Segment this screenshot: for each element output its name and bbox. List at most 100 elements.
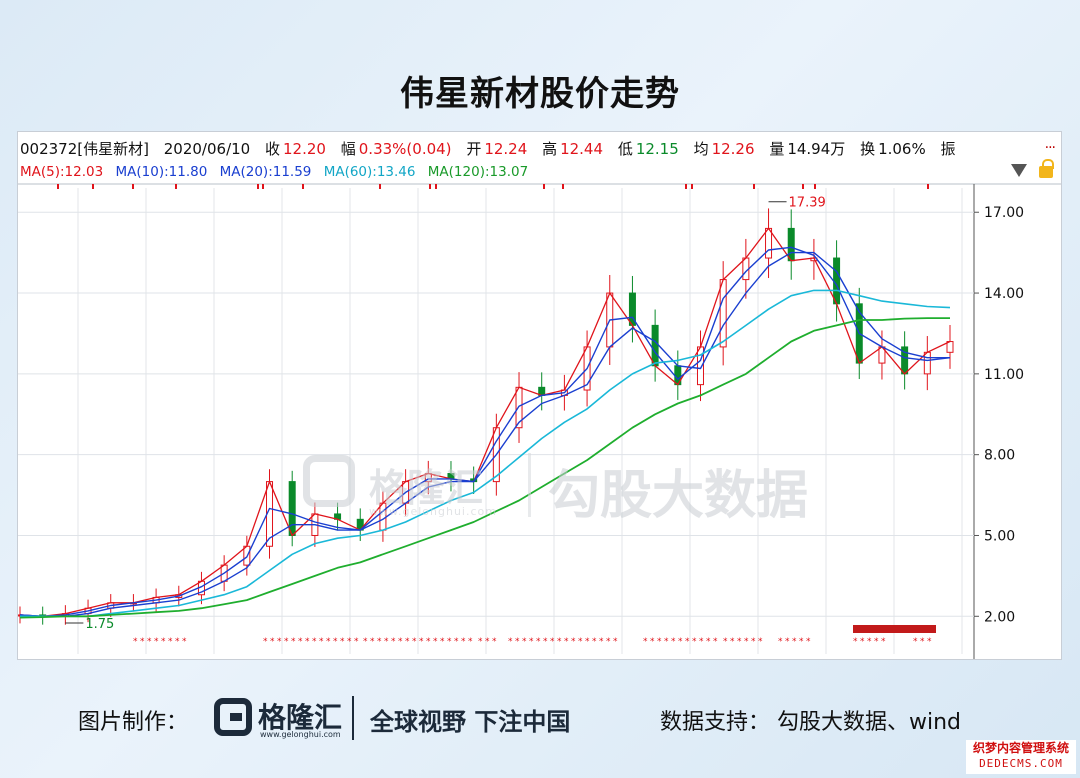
signal-star: * bbox=[133, 637, 138, 647]
signal-star: * bbox=[161, 637, 166, 647]
credit-label: 图片制作： bbox=[78, 710, 189, 735]
page-title: 伟星新材股价走势 bbox=[400, 74, 680, 114]
signal-star: * bbox=[564, 637, 569, 647]
signal-star: * bbox=[419, 637, 424, 647]
signal-star: * bbox=[333, 637, 338, 647]
signal-star: * bbox=[291, 637, 296, 647]
signal-star: * bbox=[792, 637, 797, 647]
signal-star: * bbox=[599, 637, 604, 647]
signal-star: * bbox=[508, 637, 513, 647]
ma10-legend: MA(10):11.80 bbox=[115, 164, 208, 180]
signal-band bbox=[853, 625, 936, 633]
signal-star: * bbox=[326, 637, 331, 647]
brand-logo-icon bbox=[214, 698, 252, 736]
signal-star: * bbox=[806, 637, 811, 647]
price-candle bbox=[833, 257, 841, 305]
ma60-line bbox=[20, 289, 951, 618]
signal-star: * bbox=[529, 637, 534, 647]
signal-star: * bbox=[737, 637, 742, 647]
signal-star: * bbox=[920, 637, 925, 647]
low-field: 低 12.15 bbox=[618, 140, 679, 158]
signal-star: * bbox=[613, 637, 618, 647]
signal-star: * bbox=[426, 637, 431, 647]
price-candle bbox=[651, 324, 659, 367]
brand-name: 格隆汇 bbox=[258, 701, 343, 734]
corner-line1: 织梦内容管理系统 bbox=[972, 741, 1069, 755]
signal-star: * bbox=[657, 637, 662, 647]
annotation-low: 1.75 bbox=[85, 617, 114, 632]
amp-field: 幅 0.33%(0.04) bbox=[341, 140, 452, 158]
data-source: 数据支持： 勾股大数据、wind bbox=[660, 710, 962, 735]
signal-star: * bbox=[384, 637, 389, 647]
ma5-line bbox=[19, 227, 951, 617]
signal-star: * bbox=[692, 637, 697, 647]
signal-star: * bbox=[468, 637, 473, 647]
footer: 图片制作： 格隆汇 www.gelonghui.com 全球视野 下注中国 数据… bbox=[0, 690, 1080, 750]
signal-star: * bbox=[312, 637, 317, 647]
signal-star: * bbox=[550, 637, 555, 647]
close-field: 收 12.20 bbox=[265, 140, 326, 158]
avg-value: 12.26 bbox=[711, 140, 755, 158]
price-candle bbox=[288, 481, 296, 536]
ma5-legend: MA(5):12.03 bbox=[20, 164, 104, 180]
price-candle bbox=[379, 502, 387, 531]
signal-star: * bbox=[298, 637, 303, 647]
signal-star: * bbox=[578, 637, 583, 647]
signal-star: * bbox=[391, 637, 396, 647]
signal-star: * bbox=[643, 637, 648, 647]
signal-star: * bbox=[799, 637, 804, 647]
dropdown-arrow-icon[interactable] bbox=[1011, 164, 1027, 177]
lock-icon[interactable] bbox=[1039, 159, 1054, 178]
open-value: 12.24 bbox=[484, 140, 528, 158]
close-value: 12.20 bbox=[283, 140, 326, 158]
price-candle bbox=[923, 351, 931, 375]
signal-star: * bbox=[454, 637, 459, 647]
high-label: 高 bbox=[542, 140, 558, 158]
signal-star: * bbox=[461, 637, 466, 647]
signal-star: * bbox=[168, 637, 173, 647]
footer-divider bbox=[352, 696, 354, 740]
y-tick-label: 5.00 bbox=[984, 528, 1015, 544]
signal-star: * bbox=[671, 637, 676, 647]
signal-star: * bbox=[853, 637, 858, 647]
signal-star: * bbox=[515, 637, 520, 647]
signal-star: * bbox=[778, 637, 783, 647]
brand-url: www.gelonghui.com bbox=[260, 730, 341, 739]
signal-star: * bbox=[874, 637, 879, 647]
amp-label: 幅 bbox=[340, 140, 356, 158]
price-candle bbox=[719, 279, 727, 348]
signal-star: * bbox=[744, 637, 749, 647]
signal-star: * bbox=[377, 637, 382, 647]
high-value: 12.44 bbox=[560, 140, 604, 158]
signal-star: * bbox=[785, 637, 790, 647]
signal-star: * bbox=[147, 637, 152, 647]
y-tick-label: 8.00 bbox=[984, 448, 1015, 464]
corner-watermark: 织梦内容管理系统 DEDECMS.COM bbox=[966, 740, 1076, 774]
signal-star: * bbox=[447, 637, 452, 647]
more-button[interactable]: ... bbox=[1044, 136, 1056, 152]
avg-label: 均 bbox=[693, 140, 709, 158]
signal-star: * bbox=[370, 637, 375, 647]
signal-star: * bbox=[405, 637, 410, 647]
signal-star: * bbox=[363, 637, 368, 647]
signal-star: * bbox=[713, 637, 718, 647]
signal-star: * bbox=[340, 637, 345, 647]
chart-panel: 002372[伟星新材] 2020/06/10 收 12.20 幅 0.33%(0.… bbox=[17, 131, 1062, 660]
signal-star: * bbox=[881, 637, 886, 647]
signal-star: * bbox=[319, 637, 324, 647]
ma20-line bbox=[19, 251, 950, 617]
avg-field: 均 12.26 bbox=[694, 140, 755, 158]
turnover-label: 换 bbox=[860, 140, 876, 158]
signal-star: * bbox=[485, 637, 490, 647]
y-tick-label: 17.00 bbox=[984, 205, 1024, 221]
signal-star: * bbox=[913, 637, 918, 647]
stock-code-name: 002372[伟星新材] bbox=[20, 140, 149, 158]
signal-star: * bbox=[440, 637, 445, 647]
corner-line2: DEDECMS.COM bbox=[979, 757, 1063, 770]
signal-star: * bbox=[927, 637, 932, 647]
quote-info-row: 002372[伟星新材] 2020/06/10 收 12.20 幅 0.33%(0.… bbox=[20, 138, 966, 158]
price-candle bbox=[765, 227, 773, 259]
signal-star: * bbox=[277, 637, 282, 647]
ma120-line bbox=[19, 317, 950, 619]
